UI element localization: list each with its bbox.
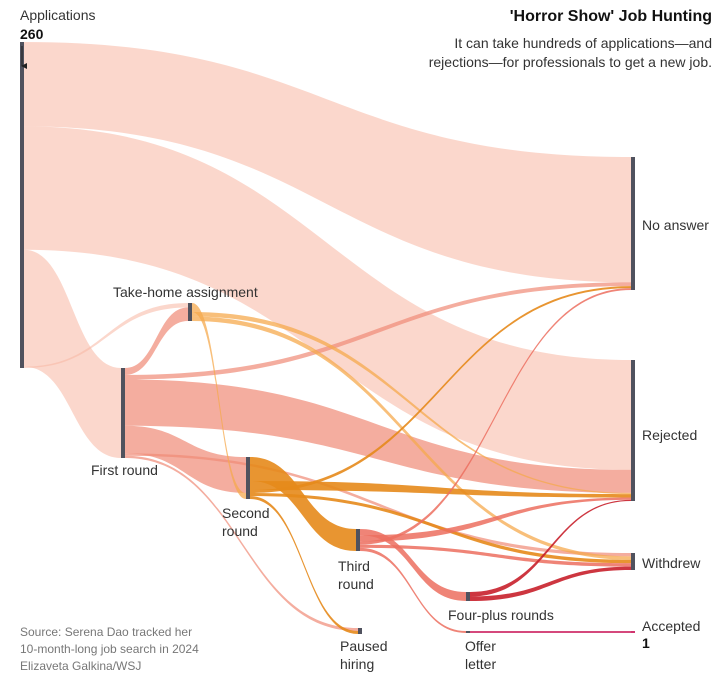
node-label-four-plus: Four-plus rounds xyxy=(448,607,554,623)
source-line-3: Elizaveta Galkina/WSJ xyxy=(20,659,142,673)
node-accepted xyxy=(631,631,635,633)
node-label-accepted: Accepted xyxy=(642,618,700,634)
node-offer xyxy=(466,631,470,633)
link-take-home-to-rejected xyxy=(192,312,631,495)
link-take-home-to-second-round xyxy=(192,303,246,499)
node-value-accepted: 1 xyxy=(642,635,650,651)
link-third-round-to-withdrew xyxy=(360,544,631,567)
link-third-round-to-rejected xyxy=(360,497,631,542)
link-second-round-to-withdrew xyxy=(250,493,631,564)
node-label-applications: Applications xyxy=(20,7,96,23)
node-no-answer xyxy=(631,157,635,290)
link-second-round-to-paused xyxy=(250,496,358,634)
node-label-take-home: Take-home assignment xyxy=(113,284,258,300)
source-line-1: Source: Serena Dao tracked her xyxy=(20,625,193,639)
sankey-links xyxy=(24,42,631,634)
node-paused xyxy=(358,628,362,634)
link-third-round-to-offer xyxy=(360,547,466,633)
source-note: Source: Serena Dao tracked her 10-month-… xyxy=(20,624,199,675)
link-applications-to-rejected xyxy=(24,126,631,470)
sankey-nodes xyxy=(20,42,635,634)
link-second-round-to-third-round xyxy=(250,457,356,551)
node-rejected xyxy=(631,360,635,501)
node-value-applications: 260 xyxy=(20,26,44,42)
node-label-rejected: Rejected xyxy=(642,427,697,443)
link-first-round-to-second-round xyxy=(125,425,246,493)
node-label-withdrew: Withdrew xyxy=(642,555,701,571)
link-four-plus-to-withdrew xyxy=(470,566,631,601)
node-take-home xyxy=(188,303,192,321)
node-withdrew xyxy=(631,553,635,570)
node-label-no-answer: No answer xyxy=(642,217,709,233)
node-label-offer: Offer letter xyxy=(465,638,496,672)
link-first-round-to-paused xyxy=(125,455,358,631)
link-first-round-to-rejected xyxy=(125,379,631,493)
link-third-round-to-four-plus xyxy=(360,529,466,601)
link-take-home-to-withdrew xyxy=(192,316,631,560)
node-label-first-round: First round xyxy=(91,462,158,478)
chart-title: 'Horror Show' Job Hunting xyxy=(509,8,712,25)
link-applications-to-take-home xyxy=(24,303,188,368)
link-third-round-to-no-answer xyxy=(360,288,631,545)
link-applications-to-first-round xyxy=(24,249,121,458)
node-third-round xyxy=(356,529,360,551)
link-second-round-to-no-answer xyxy=(250,286,631,493)
link-first-round-to-no-answer xyxy=(125,282,631,380)
link-four-plus-to-rejected xyxy=(470,499,631,597)
link-second-round-to-rejected xyxy=(250,481,631,498)
link-first-round-to-take-home xyxy=(125,307,188,375)
source-line-2: 10-month-long job search in 2024 xyxy=(20,642,199,656)
node-first-round xyxy=(121,368,125,458)
node-label-second-round: Second round xyxy=(222,505,269,539)
link-first-round-to-withdrew xyxy=(125,453,631,557)
link-offer-to-accepted xyxy=(470,631,631,633)
node-label-paused: Paused hiring xyxy=(340,638,387,672)
node-four-plus xyxy=(466,592,470,601)
node-applications xyxy=(20,42,24,368)
link-applications-to-no-answer xyxy=(24,42,631,283)
node-label-third-round: Third round xyxy=(338,558,374,592)
chart-subtitle: It can take hundreds of applications—and… xyxy=(428,35,712,70)
node-second-round xyxy=(246,457,250,499)
